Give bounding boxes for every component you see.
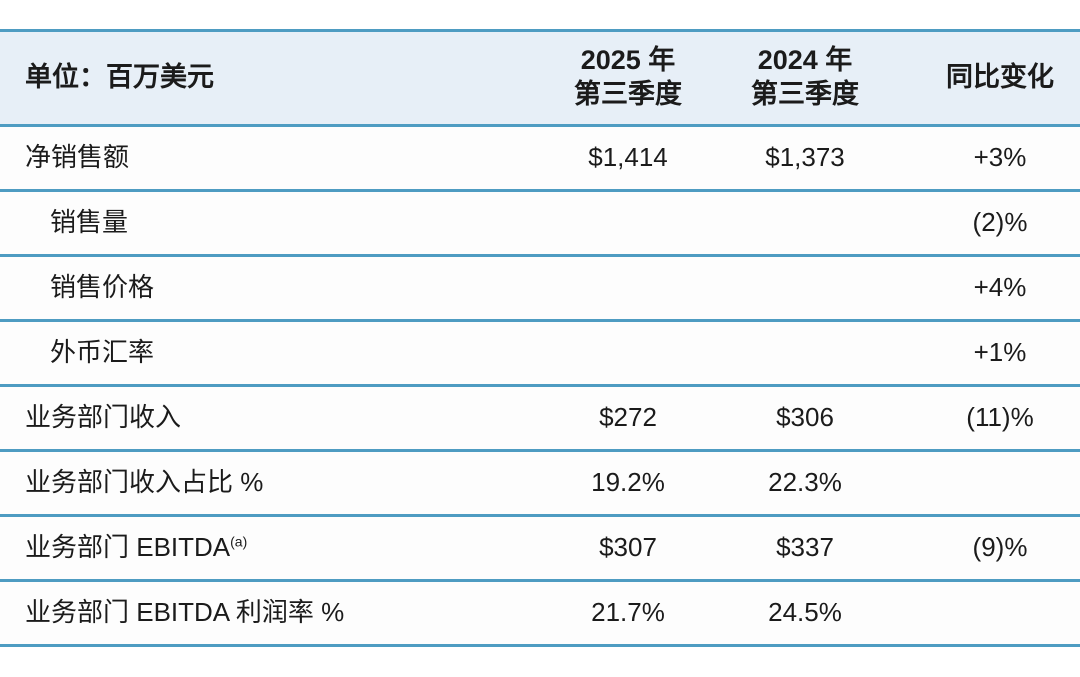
column-header-q3-2025-line2: 第三季度 bbox=[574, 79, 682, 109]
unit-label: 单位：百万美元 bbox=[25, 62, 214, 93]
value-yoy: +3% bbox=[973, 142, 1027, 173]
table-row-segment-ebitda: 业务部门 EBITDA(a) $307 $337 (9)% bbox=[0, 517, 1080, 582]
table-row-segment-income: 业务部门收入 $272 $306 (11)% bbox=[0, 387, 1080, 452]
value-q3-2025: $272 bbox=[599, 402, 657, 433]
value-q3-2025: 19.2% bbox=[591, 467, 665, 498]
value-q3-2024: $306 bbox=[776, 402, 834, 433]
value-q3-2025: $307 bbox=[599, 532, 657, 563]
footnote-marker-a: (a) bbox=[230, 533, 248, 550]
column-header-q3-2025: 2025 年 第三季度 bbox=[540, 44, 716, 112]
row-label: 净销售额 bbox=[25, 142, 130, 173]
table-row-segment-ebitda-margin: 业务部门 EBITDA 利润率 % 21.7% 24.5% bbox=[0, 582, 1080, 647]
value-yoy: (2)% bbox=[972, 207, 1028, 238]
value-q3-2024: 22.3% bbox=[768, 467, 842, 498]
row-label-text: 业务部门 EBITDA bbox=[25, 532, 231, 563]
row-label: 业务部门 EBITDA(a) bbox=[0, 532, 540, 563]
table-row-sales-volume: 销售量 (2)% bbox=[0, 192, 1080, 257]
value-q3-2025: $1,414 bbox=[588, 142, 668, 173]
value-q3-2025: 21.7% bbox=[591, 597, 665, 628]
table-row-sales-price: 销售价格 +4% bbox=[0, 257, 1080, 322]
value-q3-2024: $1,373 bbox=[765, 142, 845, 173]
quarterly-results-table: 单位：百万美元 2025 年 第三季度 2024 年 第三季度 同比变化 净销售… bbox=[0, 29, 1080, 647]
row-label: 外币汇率 bbox=[50, 337, 155, 368]
table-header-row: 单位：百万美元 2025 年 第三季度 2024 年 第三季度 同比变化 bbox=[0, 32, 1080, 127]
row-label: 销售量 bbox=[50, 207, 129, 238]
table-row-segment-income-pct: 业务部门收入占比 % 19.2% 22.3% bbox=[0, 452, 1080, 517]
value-q3-2024: 24.5% bbox=[768, 597, 842, 628]
row-label: 业务部门收入 bbox=[25, 402, 182, 433]
value-q3-2024: $337 bbox=[776, 532, 834, 563]
row-label: 业务部门 EBITDA 利润率 % bbox=[25, 597, 345, 628]
table-row-net-sales: 净销售额 $1,414 $1,373 +3% bbox=[0, 127, 1080, 192]
value-yoy: (11)% bbox=[966, 402, 1034, 433]
value-yoy: +4% bbox=[973, 272, 1027, 303]
value-yoy: (9)% bbox=[972, 532, 1028, 563]
column-header-q3-2024-line1: 2024 年 bbox=[757, 45, 853, 76]
financial-results-page: 单位：百万美元 2025 年 第三季度 2024 年 第三季度 同比变化 净销售… bbox=[0, 29, 1080, 677]
column-header-q3-2024-line2: 第三季度 bbox=[751, 79, 859, 109]
column-header-q3-2025-line1: 2025 年 bbox=[580, 45, 676, 76]
column-header-yoy-change: 同比变化 bbox=[946, 62, 1054, 93]
column-header-q3-2024: 2024 年 第三季度 bbox=[716, 44, 894, 112]
table-row-foreign-exchange: 外币汇率 +1% bbox=[0, 322, 1080, 387]
value-yoy: +1% bbox=[973, 337, 1027, 368]
row-label: 销售价格 bbox=[50, 272, 155, 303]
row-label: 业务部门收入占比 % bbox=[25, 467, 264, 498]
